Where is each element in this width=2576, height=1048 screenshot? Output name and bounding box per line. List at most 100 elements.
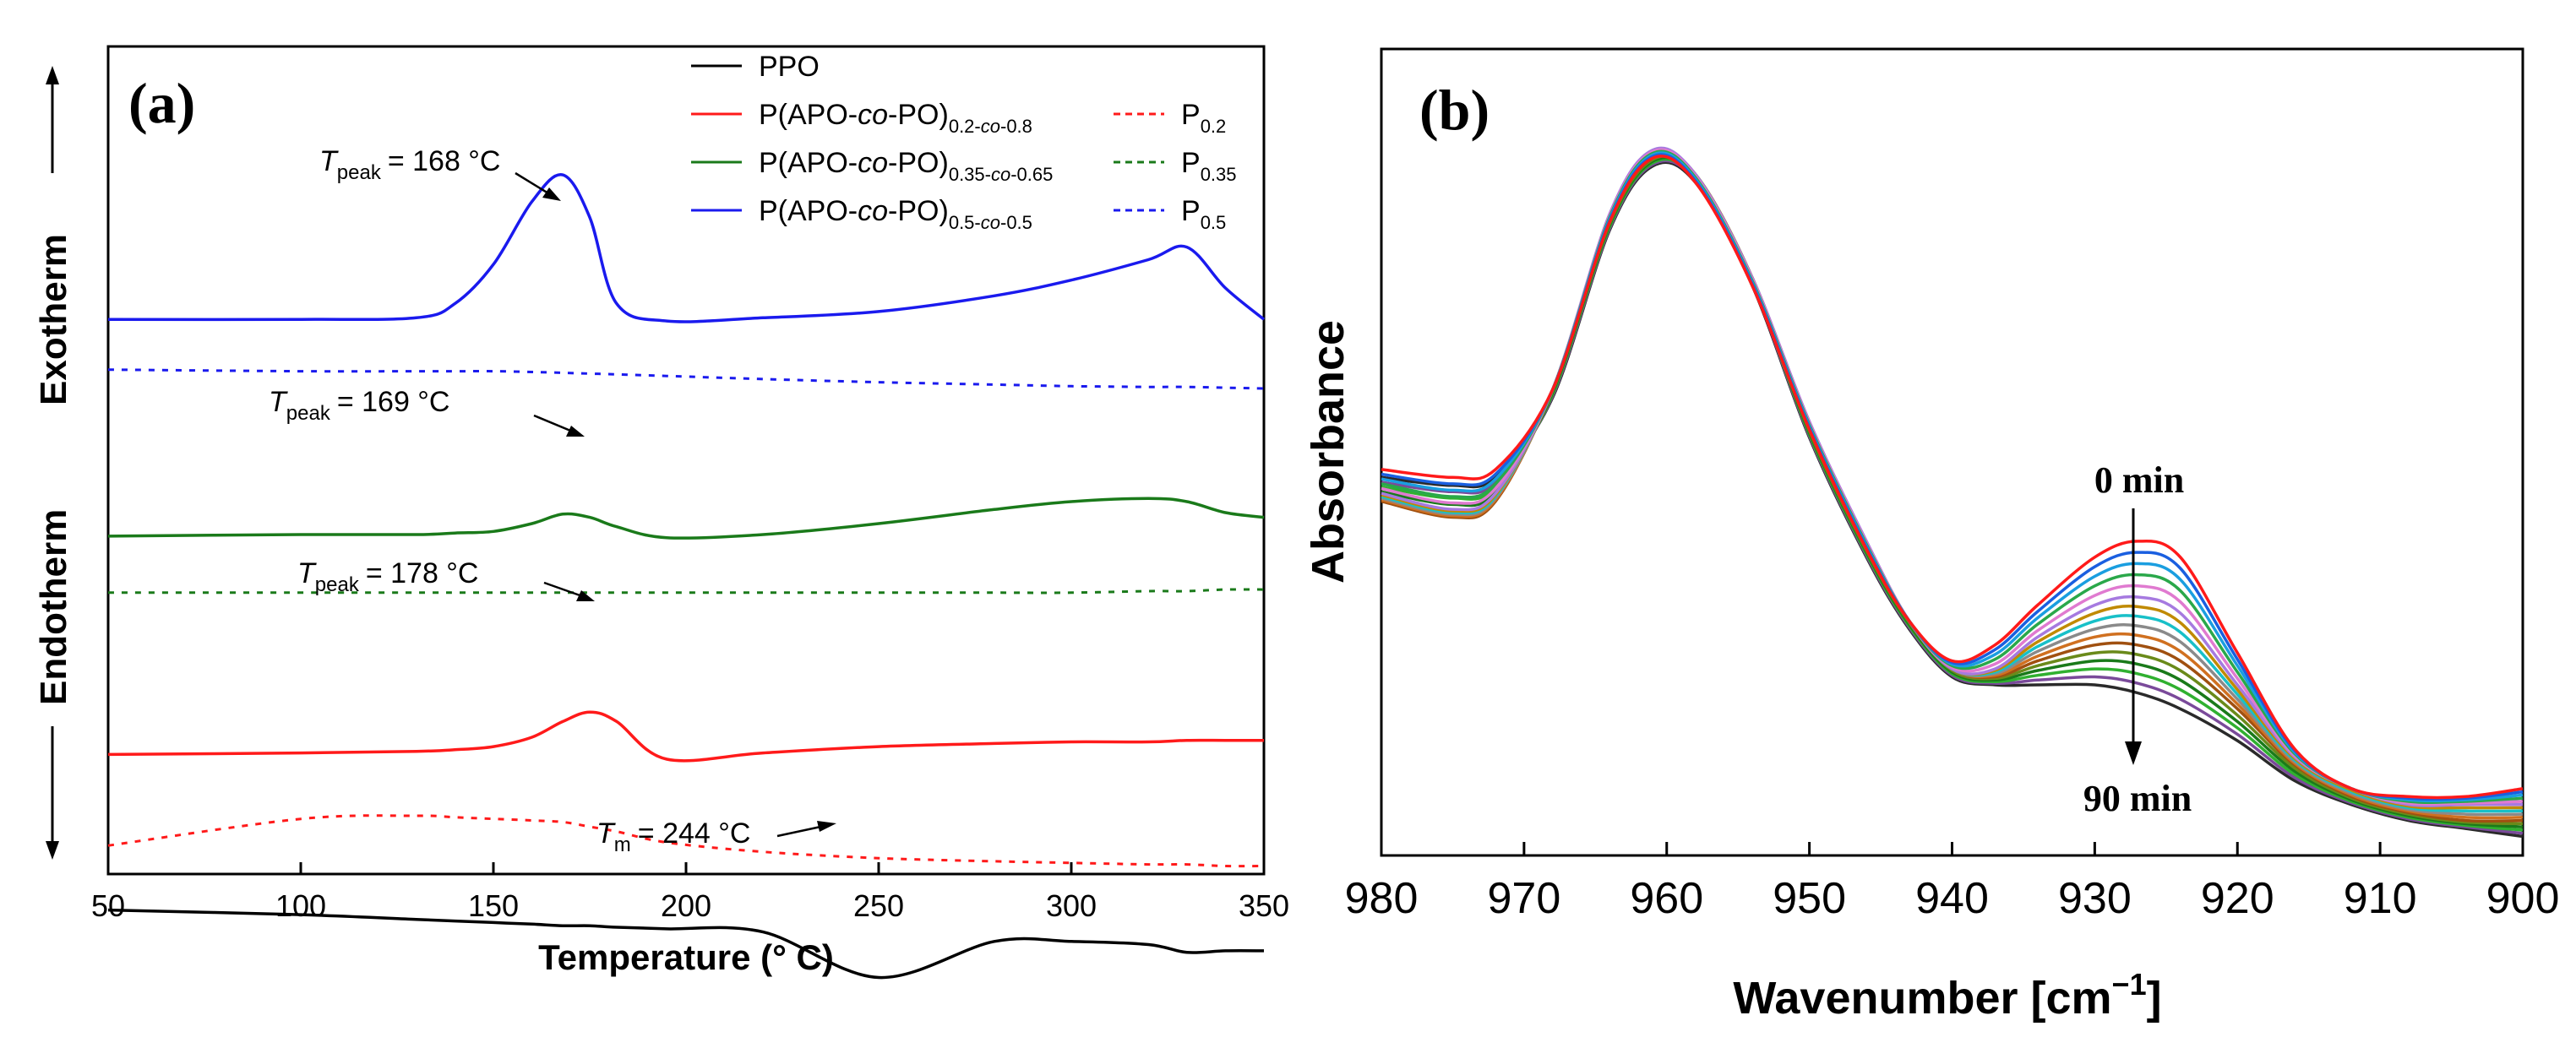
panel-a-series [107, 173, 1266, 980]
x-tick-label: 970 [1487, 874, 1560, 923]
x-tick-label: 950 [1773, 874, 1846, 923]
panel-a-legend: PPO P(APO-co-PO)0.2-co-0.8 P(APO-co-PO)0… [691, 51, 1237, 233]
x-tick-label: 930 [2058, 874, 2132, 923]
time-arrowhead [2125, 741, 2142, 765]
exotherm-label: Exotherm [33, 234, 74, 405]
series-line [107, 814, 1265, 868]
legend-label: PPO [759, 51, 820, 83]
legend-entry-p035: P0.35 [1114, 147, 1237, 185]
annotation-symbol: T [319, 145, 339, 177]
legend-entry-p05co05: P(APO-co-PO)0.5-co-0.5 [691, 195, 1032, 233]
x-axis-label-close: ] [2147, 973, 2162, 1024]
annotation-tpeak-169: Tpeak = 169 °C [269, 386, 585, 437]
annotation-tm-244: Tm = 244 °C [596, 817, 836, 856]
spectrum-line [1381, 155, 2524, 800]
legend-label-post: -PO) [888, 195, 949, 227]
x-tick-label: 150 [468, 888, 519, 923]
x-tick-label: 980 [1345, 874, 1419, 923]
panel-a-chart: 50 100 150 200 250 300 350 (a) Exotherm Endoth… [33, 45, 1289, 980]
legend-label-post: -PO) [888, 99, 949, 131]
series-line [108, 588, 1265, 595]
time-start-label: 0 min [2094, 459, 2184, 501]
series-line [107, 497, 1265, 540]
spectrum-line [1381, 155, 2524, 828]
annotation-tpeak-168: Tpeak = 168 °C [319, 145, 561, 201]
spectrum-line [1381, 159, 2524, 835]
panel-b-x-axis-label: Wavenumber [cm−1] [1733, 967, 2161, 1024]
x-tick-label: 350 [1239, 888, 1289, 923]
legend-entry-p02: P0.2 [1114, 99, 1226, 137]
panel-a-axes-frame [106, 45, 1266, 876]
x-tick-label: 910 [2344, 874, 2417, 923]
annotation-subscript: peak [337, 161, 382, 184]
spectrum-line [1381, 153, 2524, 801]
x-tick-label: 920 [2201, 874, 2274, 923]
spectrum-line [1381, 150, 2524, 817]
svg-text:Tpeak= 168 °C: Tpeak = 168 °C [319, 145, 500, 184]
endotherm-arrowhead [46, 841, 59, 860]
legend-label: P [1181, 147, 1201, 179]
spectrum-line [1381, 149, 2524, 813]
panel-b-y-axis-label: Absorbance [1303, 320, 1353, 584]
legend-label: P(APO- [759, 147, 858, 179]
legend-subscript: 0.2 [1201, 116, 1227, 137]
exotherm-arrowhead [46, 66, 59, 84]
panel-a-x-axis-label: Temperature (° C) [538, 937, 834, 977]
x-tick-label: 960 [1630, 874, 1703, 923]
spectrum-line [1381, 151, 2524, 803]
legend-label-italic: co [858, 99, 888, 131]
annotation-subscript: peak [286, 402, 331, 425]
legend-subscript: 0.35- [949, 164, 991, 185]
x-axis-label-exponent: −1 [2112, 967, 2147, 1002]
annotation-subscript: m [614, 834, 631, 856]
legend-subscript: 0.2- [949, 116, 981, 137]
annotation-value: = 169 °C [337, 386, 450, 418]
panel-b-axes-frame [1380, 47, 2524, 857]
annotation-value: = 178 °C [366, 557, 479, 589]
annotation-symbol: T [269, 386, 288, 418]
legend-entry-p035co065: P(APO-co-PO)0.35-co-0.65 [691, 147, 1053, 185]
annotation-value: = 244 °C [638, 817, 751, 850]
spectrum-line [1381, 154, 2524, 826]
time-end-label: 90 min [2083, 778, 2192, 819]
panel-b-chart: 980 970 960 950 940 930 920 910 900 (b) 0 min 90… [1303, 47, 2559, 1024]
panel-b-x-ticks: 980 970 960 950 940 930 920 910 900 [1345, 842, 2559, 923]
svg-text:Tpeak= 178 °C: Tpeak = 178 °C [297, 557, 478, 596]
x-tick-label: 100 [275, 888, 326, 923]
series-line [107, 908, 1265, 980]
legend-label: P [1181, 99, 1201, 131]
spectrum-line [1381, 160, 2524, 839]
svg-text:P0.35: P0.35 [1181, 147, 1237, 185]
x-tick-label: 300 [1046, 888, 1097, 923]
spectrum-line [1381, 148, 2524, 806]
legend-label-italic: co [858, 195, 888, 227]
spectrum-line [1381, 153, 2524, 823]
legend-subscript: 0.5- [949, 212, 981, 233]
svg-text:Tpeak= 169 °C: Tpeak = 169 °C [269, 386, 449, 425]
spectrum-line [1381, 148, 2524, 810]
annotation-subscript: peak [315, 573, 360, 596]
legend-label-post: -PO) [888, 147, 949, 179]
legend-label: P(APO- [759, 195, 858, 227]
legend-subscript-italic: co [981, 212, 1000, 233]
panel-b-series [1381, 146, 2524, 839]
panel-a-x-ticks: 50 100 150 200 250 300 350 [91, 862, 1289, 923]
svg-text:P0.2: P0.2 [1181, 99, 1226, 137]
svg-text:P(APO-co-PO)0.2-co-0.8: P(APO-co-PO)0.2-co-0.8 [759, 99, 1032, 137]
legend-subscript-post: -0.8 [1000, 116, 1032, 137]
legend-subscript-italic: co [991, 164, 1010, 185]
legend-entry-p02co08: P(APO-co-PO)0.2-co-0.8 [691, 99, 1032, 137]
svg-text:P(APO-co-PO)0.5-co-0.5: P(APO-co-PO)0.5-co-0.5 [759, 195, 1032, 233]
x-tick-label: 250 [853, 888, 904, 923]
endotherm-label: Endotherm [33, 509, 74, 705]
panel-a-label: (a) [128, 71, 195, 135]
svg-text:P0.5: P0.5 [1181, 195, 1226, 233]
x-axis-label-main: Wavenumber [cm [1733, 973, 2111, 1024]
annotation-tpeak-178: Tpeak = 178 °C [297, 557, 595, 601]
spectrum-line [1381, 149, 2524, 804]
x-tick-label: 940 [1915, 874, 1989, 923]
panel-b-label: (b) [1419, 78, 1490, 142]
spectrum-line [1381, 146, 2523, 807]
spectrum-line [1381, 151, 2524, 820]
